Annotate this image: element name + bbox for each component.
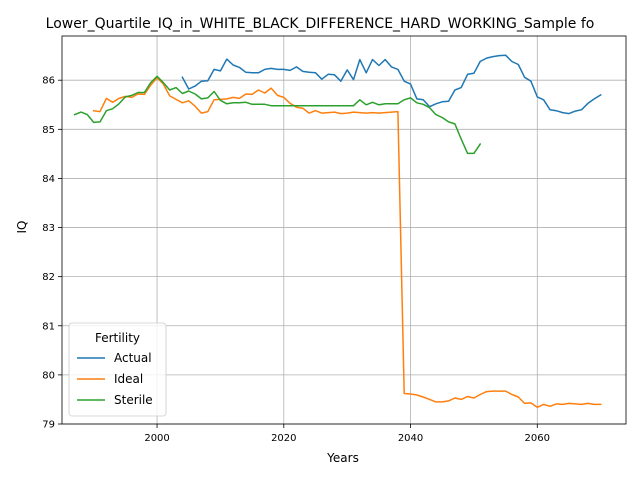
x-tick-label: 2020 bbox=[271, 433, 296, 444]
plot-frame bbox=[61, 35, 627, 425]
x-tick-label: 2000 bbox=[144, 433, 169, 444]
y-tick-label: 86 bbox=[42, 76, 55, 87]
legend-box bbox=[68, 322, 167, 417]
legend: Fertility Actual Ideal Sterile bbox=[68, 322, 167, 417]
legend-label-actual: Actual bbox=[114, 351, 152, 365]
x-tick-label: 2060 bbox=[525, 433, 550, 444]
series-line-ideal bbox=[92, 76, 602, 409]
series-line-actual bbox=[181, 54, 602, 115]
x-axis: 2000 2020 2040 2060 bbox=[144, 424, 550, 444]
legend-title: Fertility bbox=[95, 331, 140, 345]
y-axis-label: IQ bbox=[15, 221, 29, 234]
series-lines bbox=[73, 54, 602, 409]
y-tick-label: 80 bbox=[42, 370, 55, 381]
y-tick-label: 82 bbox=[42, 272, 55, 283]
y-tick-label: 85 bbox=[42, 125, 55, 136]
y-axis: 79 80 81 82 83 84 85 86 bbox=[42, 76, 62, 431]
series-line-sterile bbox=[73, 75, 482, 155]
x-axis-label: Years bbox=[326, 451, 359, 465]
x-tick-label: 2040 bbox=[398, 433, 423, 444]
legend-label-ideal: Ideal bbox=[114, 372, 143, 386]
y-tick-label: 79 bbox=[42, 420, 55, 431]
legend-label-sterile: Sterile bbox=[114, 393, 153, 407]
chart-title: Lower_Quartile_IQ_in_WHITE_BLACK_DIFFERE… bbox=[46, 16, 595, 32]
y-tick-label: 83 bbox=[42, 223, 55, 234]
y-tick-label: 84 bbox=[42, 174, 55, 185]
y-tick-label: 81 bbox=[42, 321, 55, 332]
